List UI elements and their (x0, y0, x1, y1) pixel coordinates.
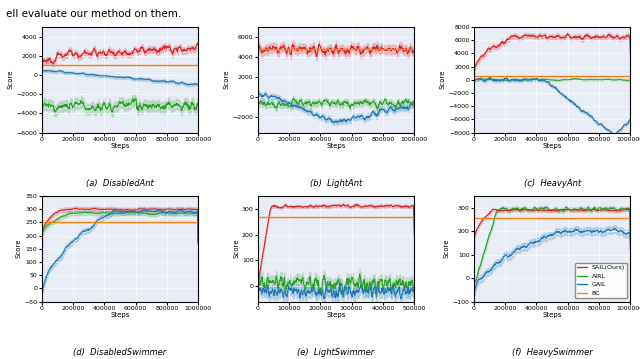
Text: (f)  HeavySwimmer: (f) HeavySwimmer (512, 348, 593, 357)
X-axis label: Steps: Steps (110, 312, 129, 318)
X-axis label: Steps: Steps (543, 312, 562, 318)
Y-axis label: Score: Score (440, 70, 446, 89)
Y-axis label: Score: Score (8, 70, 14, 89)
X-axis label: Steps: Steps (326, 312, 346, 318)
Text: (b)  LightAnt: (b) LightAnt (310, 179, 362, 188)
Text: (a)  DisabledAnt: (a) DisabledAnt (86, 179, 154, 188)
Text: (d)  DisabledSwimmer: (d) DisabledSwimmer (73, 348, 166, 357)
Text: ell evaluate our method on them.: ell evaluate our method on them. (6, 9, 182, 19)
Y-axis label: Score: Score (444, 239, 450, 258)
X-axis label: Steps: Steps (543, 143, 562, 149)
Y-axis label: Score: Score (233, 239, 239, 258)
Y-axis label: Score: Score (15, 239, 22, 258)
Text: (c)  HeavyAnt: (c) HeavyAnt (524, 179, 580, 188)
Y-axis label: Score: Score (224, 70, 230, 89)
Legend: SAIL(Ours), AIRL, GAIL, BC: SAIL(Ours), AIRL, GAIL, BC (575, 262, 627, 298)
Text: (e)  LightSwimmer: (e) LightSwimmer (298, 348, 374, 357)
X-axis label: Steps: Steps (110, 143, 129, 149)
X-axis label: Steps: Steps (326, 143, 346, 149)
